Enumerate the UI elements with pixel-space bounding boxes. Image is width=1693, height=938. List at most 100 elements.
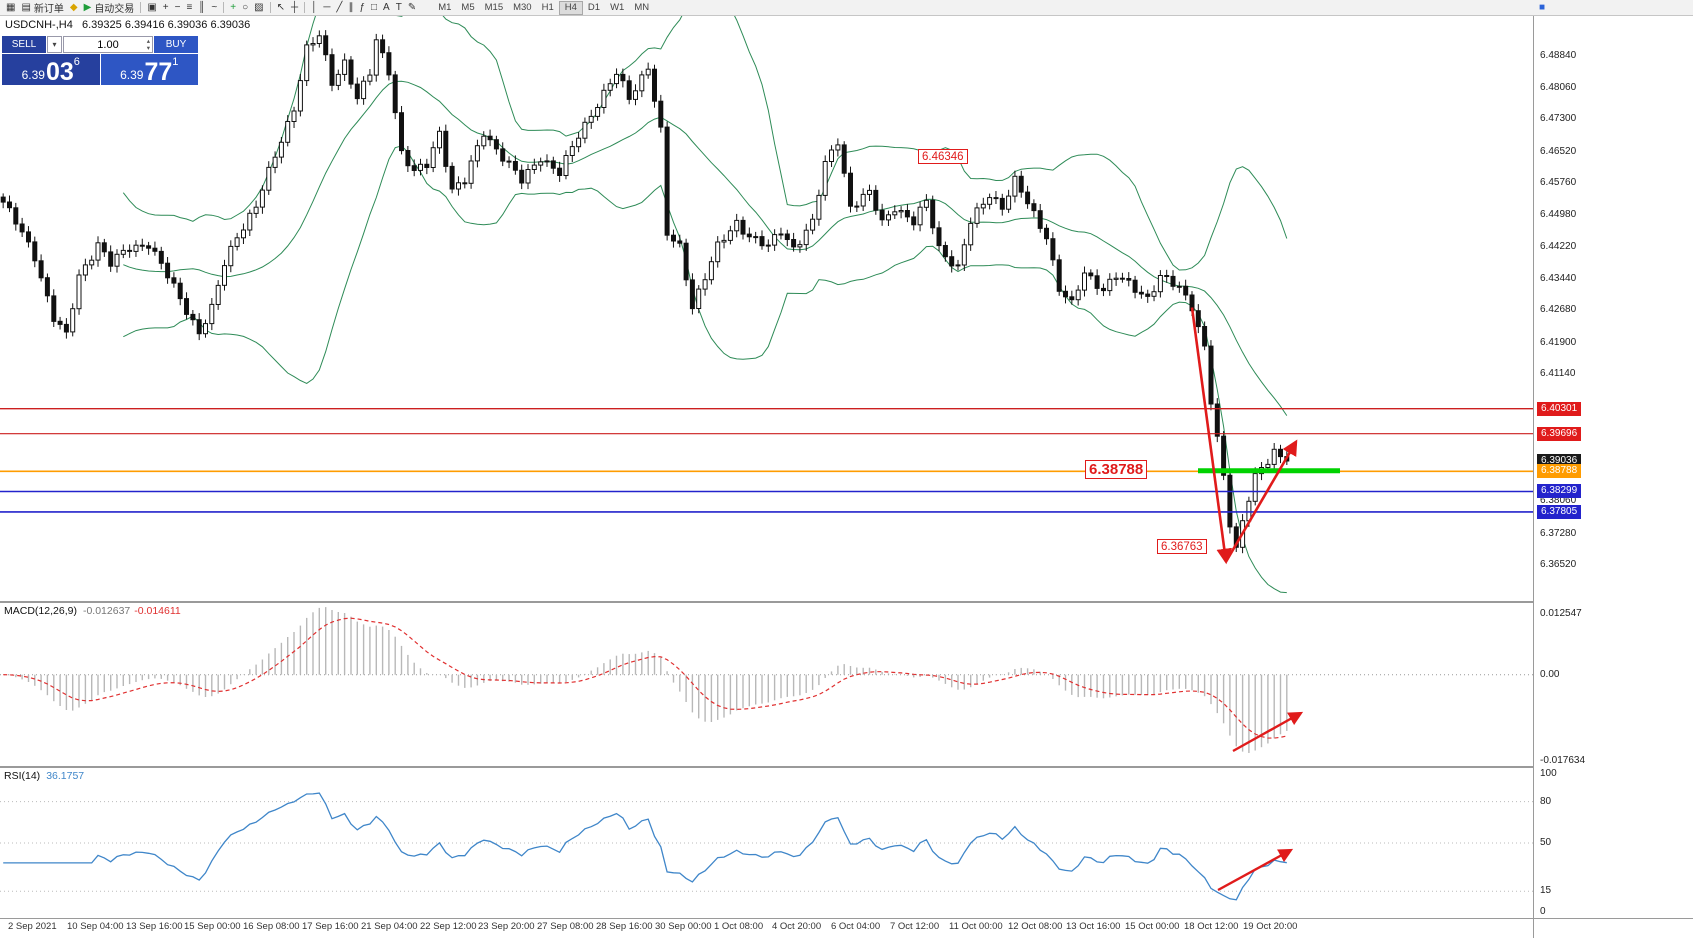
rsi-canvas[interactable] <box>0 768 1533 918</box>
draw-tools-icon[interactable]: ✎ <box>405 1 419 15</box>
time-axis[interactable]: 2 Sep 2021 10 Sep 04:00 13 Sep 16:00 15 Sep… <box>0 920 1533 938</box>
toolbar: ▦ ▤ 新订单 ◆ ▶ 自动交易 ▣ + − ≡ ║ ~ + ○ ▨ ↖ ┼ │ ─ ╱ ∥ ƒ □ A T ✎ M1 M5 M15 M… <box>0 0 1693 16</box>
price-axis-label: 6.41900 <box>1540 337 1577 348</box>
channel-icon[interactable]: ∥ <box>345 1 356 15</box>
shapes-icon[interactable]: □ <box>368 1 380 15</box>
auto-trading-button-label: 自动交易 <box>94 4 135 15</box>
rsi-axis-label: 15 <box>1540 885 1552 896</box>
trendline-icon[interactable]: ╱ <box>333 1 345 15</box>
time-axis-label: 18 Oct 12:00 <box>1184 921 1239 932</box>
trend-arrow-1[interactable] <box>1190 307 1233 565</box>
bollinger-upper-band <box>122 16 1288 271</box>
timeframe-bar: M1 M5 M15 M30 H1 H4 D1 W1 MN <box>433 0 654 15</box>
auto-trading-button: ▶ <box>83 1 92 13</box>
macd-canvas[interactable] <box>0 603 1533 766</box>
timeframe-d1[interactable]: D1 <box>587 1 601 13</box>
timeframe-m1[interactable]: M1 <box>438 1 452 13</box>
new-order-button: ▤ <box>21 1 31 13</box>
time-axis-label: 27 Sep 08:00 <box>537 921 594 932</box>
trade-widget-controls: SELL ▾ 1.00 ▴ ▾ BUY <box>2 36 198 53</box>
timeframe-m15[interactable]: M15 <box>484 1 504 13</box>
price-axis-marker: 6.39696 <box>1537 427 1582 441</box>
templates-icon[interactable]: ▨ <box>251 1 266 15</box>
macd-axis-label: -0.017634 <box>1540 755 1586 766</box>
trend-arrow-2[interactable] <box>1224 439 1298 563</box>
crosshair-icon: ┼ <box>290 1 299 13</box>
bar-chart-icon[interactable]: ≡ <box>183 1 195 15</box>
fibonacci-icon[interactable]: ƒ <box>356 1 368 15</box>
panel-separator[interactable] <box>0 766 1533 768</box>
volume-input[interactable]: 1.00 ▴ ▾ <box>63 36 153 53</box>
price-annotation[interactable]: 6.36763 <box>1157 539 1207 554</box>
auto-trading-button[interactable]: ▶ 自动交易 <box>81 1 138 16</box>
trade-widget-prices: 6.39 03 6 6.39 77 1 <box>2 54 198 85</box>
vertical-line-icon: │ <box>311 1 318 13</box>
price-axis-label: 6.42680 <box>1540 304 1577 315</box>
chart-title: USDCNH-,H4 6.39325 6.39416 6.39036 6.390… <box>5 19 251 31</box>
price-axis-label: 6.48060 <box>1540 82 1577 93</box>
timeframe-mn[interactable]: MN <box>634 1 650 13</box>
macd-arrow[interactable] <box>1232 711 1304 753</box>
timeframe-m5[interactable]: M5 <box>461 1 475 13</box>
rsi-axis-label: 50 <box>1540 837 1552 848</box>
candlestick-chart-icon[interactable]: ║ <box>195 1 208 15</box>
label-tool-icon[interactable]: T <box>393 1 405 15</box>
time-axis-label: 21 Sep 04:00 <box>361 921 418 932</box>
buy-button[interactable]: BUY <box>154 36 198 53</box>
time-axis-label: 2 Sep 2021 <box>8 921 57 932</box>
cursor-icon[interactable]: ↖ <box>274 1 288 15</box>
toolbar-right: ■ <box>1539 2 1690 13</box>
macd-main-value: -0.012637 <box>82 605 131 617</box>
crosshair-icon[interactable]: ┼ <box>288 1 301 15</box>
app-square-icon[interactable]: ■ <box>1538 2 1545 13</box>
sell-price-panel[interactable]: 6.39 03 6 <box>2 54 100 85</box>
trendline-icon: ╱ <box>336 1 343 13</box>
rsi-arrow[interactable] <box>1217 848 1294 892</box>
period-icon[interactable]: ○ <box>239 1 251 15</box>
zoom-out-icon[interactable]: − <box>172 1 184 15</box>
buy-price-panel[interactable]: 6.39 77 1 <box>100 54 198 85</box>
main-chart-canvas[interactable] <box>0 16 1533 601</box>
price-annotation[interactable]: 6.46346 <box>918 149 968 164</box>
buy-price-small: 6.39 <box>120 68 144 82</box>
tile-windows-icon[interactable]: ▣ <box>144 1 159 15</box>
timeframe-m30[interactable]: M30 <box>513 1 532 13</box>
volume-spinner[interactable]: ▴ ▾ <box>146 38 150 52</box>
timeframe-w1[interactable]: W1 <box>610 1 625 13</box>
rsi-panel[interactable]: RSI(14) 36.1757 <box>0 768 1533 918</box>
volume-dropdown[interactable]: ▾ <box>47 36 62 53</box>
rsi-line <box>3 792 1287 901</box>
macd-name: MACD(12,26,9) <box>4 605 77 617</box>
line-chart-icon[interactable]: ~ <box>208 1 220 15</box>
price-axis-marker: 6.38788 <box>1537 464 1582 478</box>
bollinger-middle-band <box>123 80 1288 416</box>
price-axis-marker: 6.38299 <box>1537 484 1582 498</box>
profiles-icon[interactable]: ◆ <box>67 1 81 15</box>
price-annotation[interactable]: 6.38788 <box>1085 460 1148 479</box>
macd-panel[interactable]: MACD(12,26,9) -0.012637 -0.014611 <box>0 603 1533 766</box>
vertical-line-icon[interactable]: │ <box>308 1 320 15</box>
price-axis[interactable]: 6.48840 6.48060 6.47300 6.46520 6.45760 6.449… <box>1534 16 1693 938</box>
rsi-value: 36.1757 <box>46 770 85 782</box>
toolbar-items: ▦ ▤ 新订单 ◆ ▶ 自动交易 ▣ + − ≡ ║ ~ + ○ ▨ ↖ ┼ │ ─ ╱ ∥ ƒ □ A T ✎ <box>3 1 419 16</box>
new-chart-icon[interactable]: ▦ <box>3 1 18 15</box>
zoom-in-icon[interactable]: + <box>160 1 172 15</box>
indicators-add-icon[interactable]: + <box>227 1 239 15</box>
timeframe-h4[interactable]: H4 <box>558 0 583 15</box>
channel-icon: ∥ <box>348 1 354 13</box>
horizontal-line-icon[interactable]: ─ <box>320 1 333 15</box>
text-tool-icon[interactable]: A <box>380 1 393 15</box>
sell-button[interactable]: SELL <box>2 36 46 53</box>
price-axis-label: 6.36520 <box>1540 559 1577 570</box>
panel-separator[interactable] <box>0 601 1533 603</box>
new-chart-icon: ▦ <box>6 1 16 13</box>
price-axis-label: 6.46520 <box>1540 146 1577 157</box>
toolbar-separator <box>223 2 225 13</box>
price-axis-marker: 6.40301 <box>1537 402 1582 416</box>
time-axis-label: 15 Oct 00:00 <box>1125 921 1180 932</box>
bollinger-bands <box>122 16 1288 594</box>
main-chart-panel[interactable]: USDCNH-,H4 6.39325 6.39416 6.39036 6.390… <box>0 16 1533 601</box>
new-order-button[interactable]: ▤ 新订单 <box>18 1 66 16</box>
tile-windows-icon: ▣ <box>147 1 157 13</box>
timeframe-h1[interactable]: H1 <box>541 1 554 13</box>
